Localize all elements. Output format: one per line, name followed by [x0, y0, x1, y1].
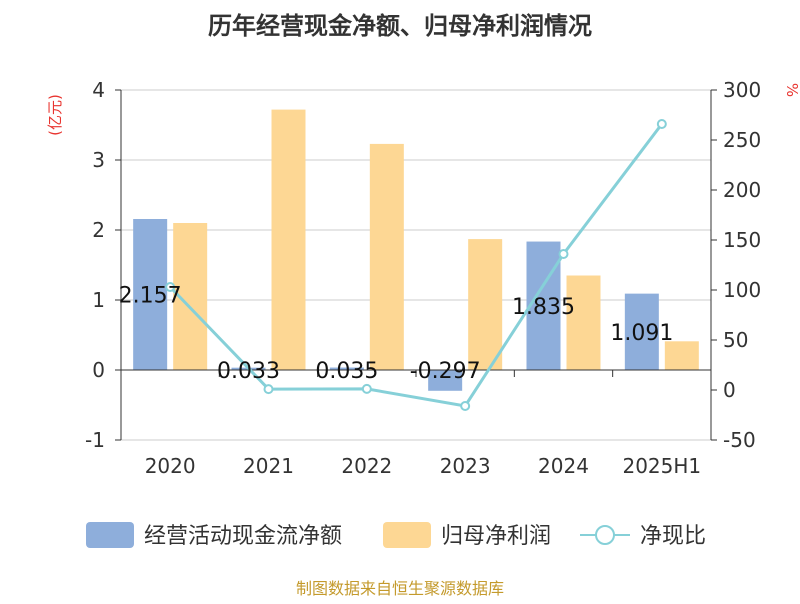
- x-tick-label: 2020: [145, 454, 196, 478]
- bar-cash-flow: [526, 241, 561, 370]
- ratio-point: [263, 384, 274, 395]
- legend-label-ratio: 净现比: [640, 524, 706, 549]
- right-tick-label: 100: [723, 278, 761, 302]
- x-tick-label: 2022: [341, 454, 392, 478]
- ratio-point: [361, 383, 372, 394]
- legend-swatch-net-profit: [383, 522, 431, 548]
- data-label-cash-flow: 1.835: [512, 295, 575, 320]
- right-tick-label: -50: [723, 428, 756, 452]
- grid-lines: [121, 89, 711, 441]
- left-axis-unit: (亿元): [46, 94, 64, 136]
- left-tick-label: 0: [92, 358, 105, 382]
- right-tick-label: 150: [723, 228, 761, 252]
- right-tick-label: 300: [723, 78, 761, 102]
- legend-item-cash-flow[interactable]: 经营活动现金流净额: [86, 522, 342, 549]
- bar-net-profit: [271, 109, 306, 370]
- data-label-cash-flow: 0.033: [217, 359, 280, 384]
- x-tick-label: 2023: [440, 454, 491, 478]
- right-tick-label: 50: [723, 328, 748, 352]
- legend-swatch-cash-flow: [86, 522, 134, 548]
- bar-net-profit: [468, 239, 503, 370]
- legend: 经营活动现金流净额 归母净利润 净现比: [86, 522, 706, 549]
- data-label-cash-flow: 1.091: [610, 321, 673, 346]
- legend-item-ratio[interactable]: 净现比: [580, 524, 706, 549]
- ratio-point: [165, 282, 176, 292]
- bar-net-profit: [566, 275, 601, 370]
- ratio-line: [169, 123, 664, 408]
- data-label-cash-flow: -0.297: [410, 359, 481, 384]
- right-tick-label: 0: [723, 378, 736, 402]
- data-labels: 2.157 0.033 0.035 -0.297 1.835 1.091: [119, 284, 674, 384]
- bar-cash-flow: [624, 293, 659, 370]
- x-tick-label: 2024: [538, 454, 589, 478]
- legend-label-cash-flow: 经营活动现金流净额: [144, 524, 342, 549]
- ratio-point: [460, 401, 471, 411]
- bar-cash-flow: [133, 219, 168, 370]
- bar-cash-flow: [428, 370, 463, 391]
- bar-net-profit: [664, 341, 699, 370]
- left-tick-label: 3: [92, 148, 105, 172]
- ratio-point: [656, 119, 667, 129]
- right-tick-label: 250: [723, 128, 761, 152]
- ratio-line-layer: [165, 119, 667, 411]
- legend-label-net-profit: 归母净利润: [441, 524, 551, 549]
- right-tick-label: 200: [723, 178, 761, 202]
- bar-cash-flow: [329, 367, 364, 370]
- bar-net-profit: [369, 143, 404, 370]
- bars: [133, 109, 699, 391]
- x-tick-label: 2025H1: [622, 454, 701, 478]
- legend-marker-ratio: [595, 525, 615, 545]
- data-label-cash-flow: 0.035: [315, 359, 378, 384]
- footer-source: 制图数据来自恒生聚源数据库: [296, 579, 504, 598]
- chart-title: 历年经营现金净额、归母净利润情况: [208, 12, 592, 40]
- left-tick-label: 1: [92, 288, 105, 312]
- right-axis-unit: %: [783, 83, 800, 97]
- left-tick-label: -1: [85, 428, 105, 452]
- x-tick-label: 2021: [243, 454, 294, 478]
- axes: -1 0 1 2 3 4 -50 0 50 100 150 200 250 300 2020 2021 2022…: [85, 78, 761, 478]
- left-tick-label: 2: [92, 218, 105, 242]
- ratio-point: [558, 249, 569, 259]
- data-label-cash-flow: 2.157: [119, 284, 182, 309]
- left-tick-label: 4: [92, 78, 105, 102]
- legend-item-net-profit[interactable]: 归母净利润: [383, 522, 551, 549]
